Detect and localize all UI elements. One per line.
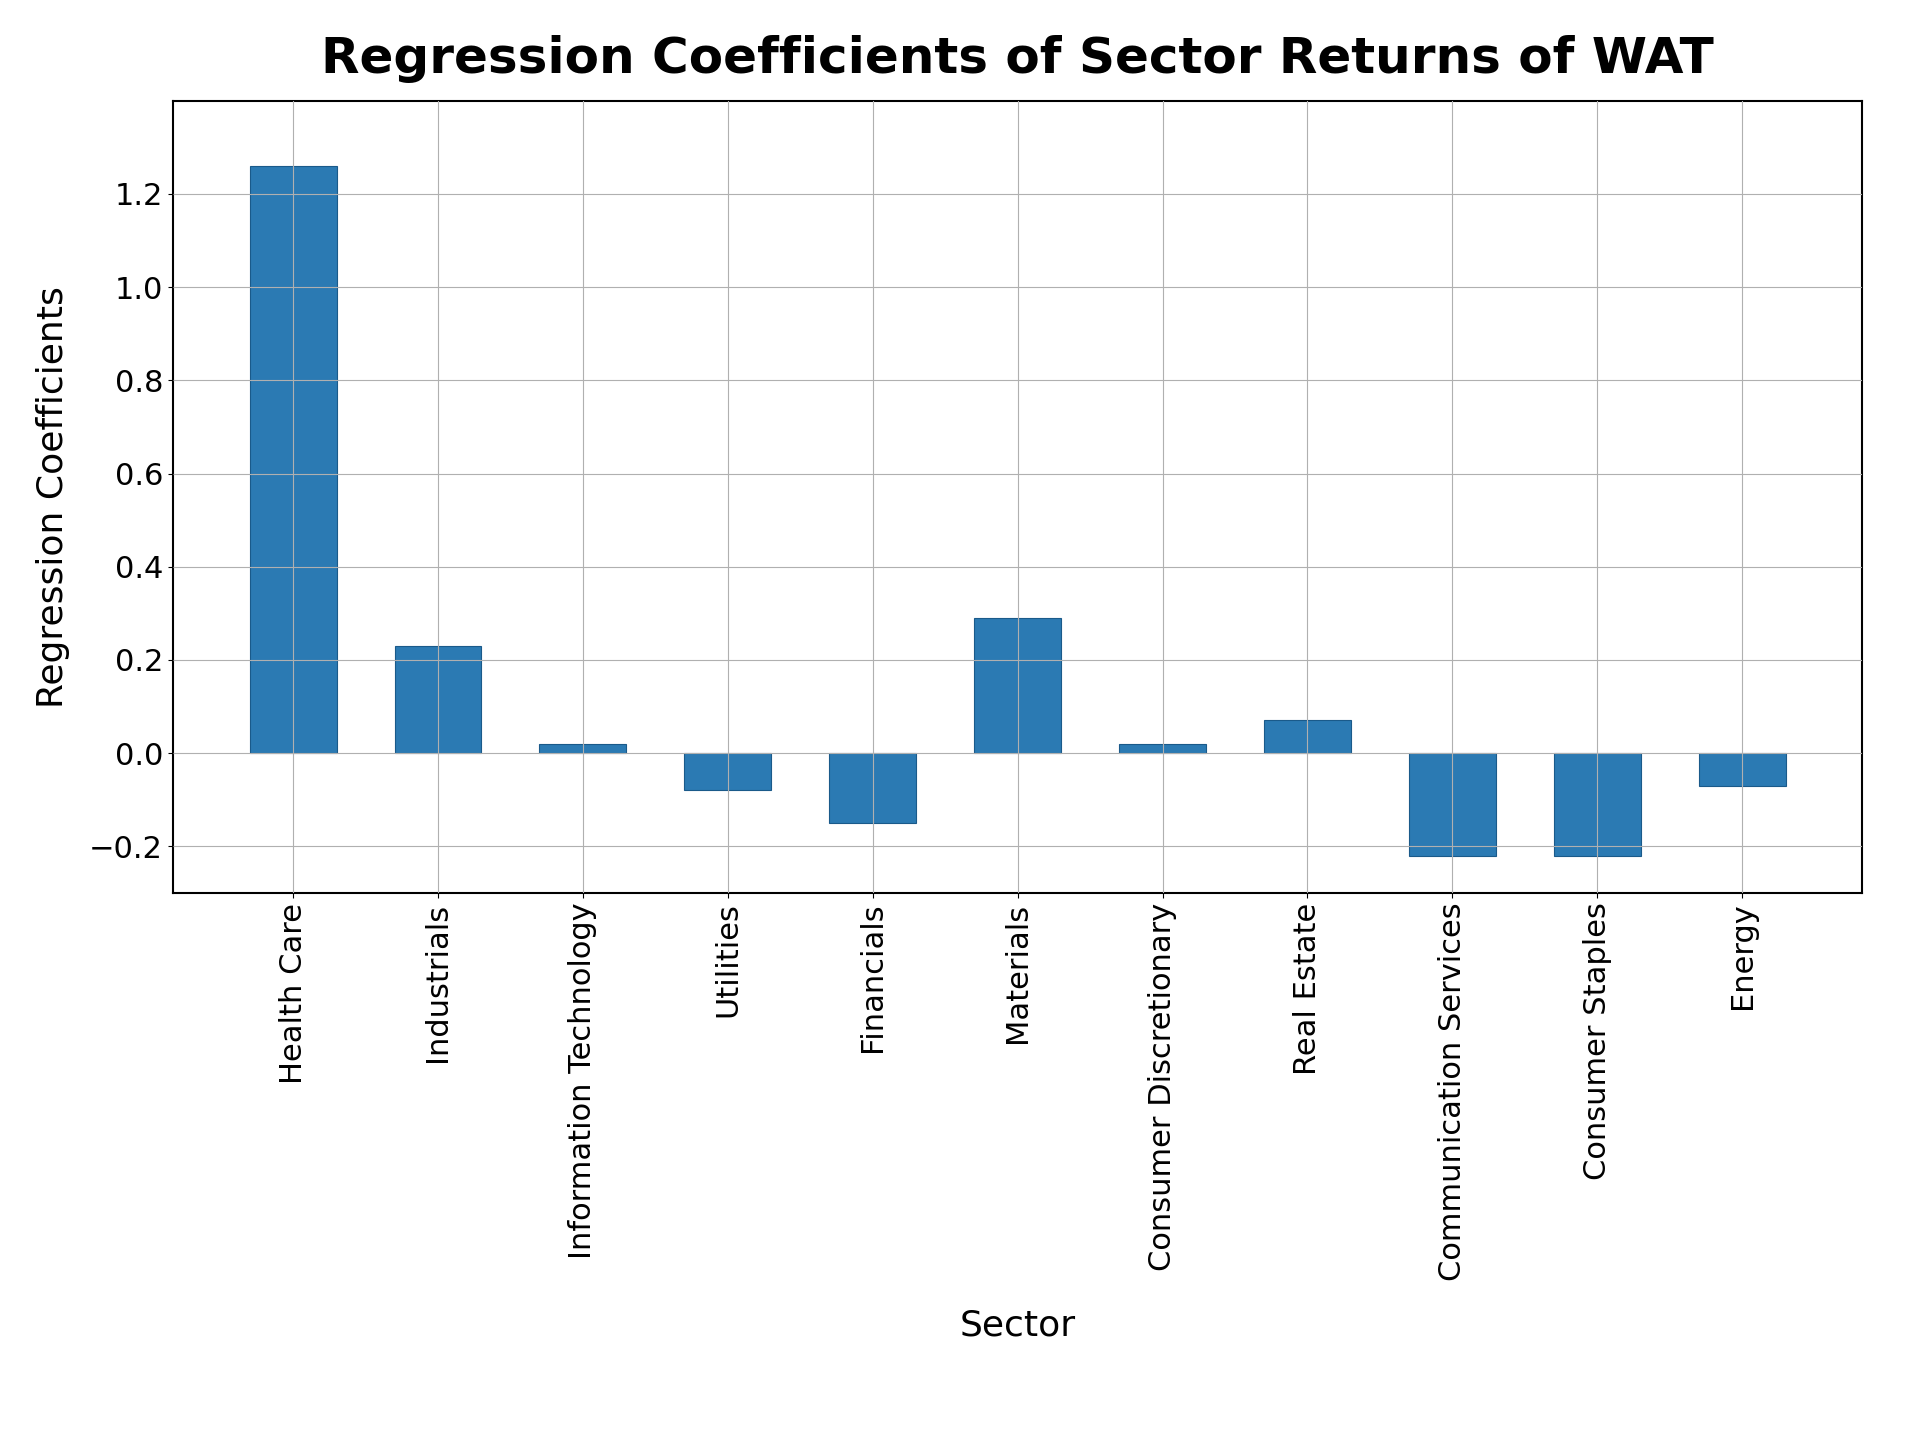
Bar bbox=[829, 753, 916, 822]
Bar bbox=[973, 618, 1062, 753]
Bar bbox=[540, 743, 626, 753]
Bar bbox=[1553, 753, 1642, 855]
Y-axis label: Regression Coefficients: Regression Coefficients bbox=[36, 287, 69, 707]
Bar bbox=[1263, 720, 1352, 753]
Bar bbox=[684, 753, 772, 791]
Bar bbox=[1699, 753, 1786, 786]
Bar bbox=[1119, 743, 1206, 753]
Bar bbox=[1409, 753, 1496, 855]
Bar bbox=[250, 166, 336, 753]
X-axis label: Sector: Sector bbox=[960, 1309, 1075, 1344]
Title: Regression Coefficients of Sector Returns of WAT: Regression Coefficients of Sector Return… bbox=[321, 35, 1715, 84]
Bar bbox=[394, 647, 482, 753]
